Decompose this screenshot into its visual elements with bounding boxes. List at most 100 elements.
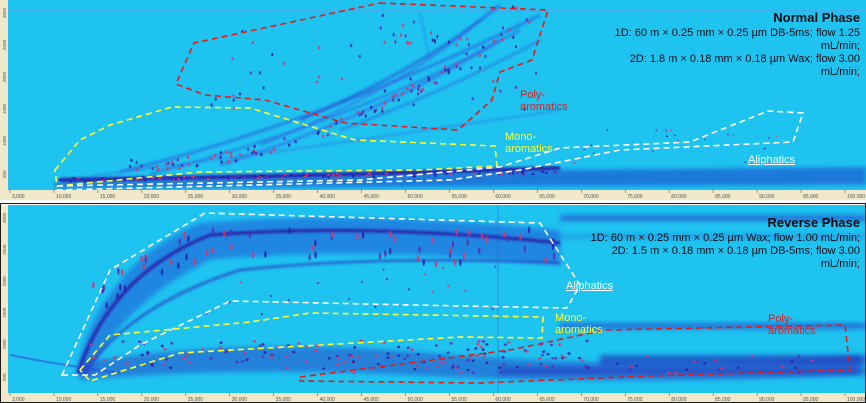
conditions-text: 1D: 60 m × 0.25 mm × 0.25 µm DB-5ms; flo… [560, 27, 860, 79]
peak-spot [313, 349, 318, 353]
peak-spot [485, 343, 489, 346]
peak-spot [447, 68, 450, 72]
peak-spot [358, 54, 361, 58]
peak-spot [322, 175, 326, 178]
peak-spot [451, 364, 455, 367]
peak-spot [515, 365, 519, 369]
x-tick-label: 90,000 [759, 397, 775, 403]
peak-spot [136, 168, 139, 172]
peak-spot [523, 107, 526, 111]
peak-spot [382, 268, 385, 271]
peak-spot [775, 135, 778, 137]
peak-spot [200, 347, 205, 351]
peak-spot [260, 355, 265, 358]
peak-spot [123, 284, 127, 292]
panel-title: Normal Phase [773, 10, 860, 25]
label-line: aromatics [555, 324, 603, 336]
peak-spot [528, 20, 531, 24]
peak-spot [412, 20, 415, 24]
peak-spot [685, 368, 689, 372]
peak-spot [365, 174, 369, 177]
peak-spot [478, 53, 481, 57]
peak-spots [89, 226, 822, 375]
peak-spot [288, 227, 291, 235]
peak-spot [283, 173, 287, 177]
peak-spot [349, 354, 354, 358]
x-tick-label: 20,000 [144, 194, 160, 200]
peak-spot [422, 258, 425, 266]
x-tick-label: 15,000 [100, 397, 116, 403]
y-tick-label: 2000 [2, 276, 7, 287]
peak-spot [183, 231, 186, 239]
peak-spot [475, 354, 479, 357]
peak-spot [546, 352, 550, 356]
peak-spot [352, 371, 356, 374]
monoaromatics-outline [54, 106, 498, 187]
x-axis-strip [0, 190, 866, 200]
peak-spot [410, 348, 414, 351]
peak-spot [258, 71, 262, 75]
y-tick-label: 2000 [2, 71, 7, 82]
y-tick-label: 2500 [2, 244, 7, 255]
peak-spot [240, 360, 244, 363]
peak-spot [790, 360, 794, 363]
peak-spot [317, 46, 321, 50]
y-axis-ticks: 3000 2500 2000 1500 1000 500 [2, 212, 7, 381]
peak-spot [508, 28, 511, 32]
peak-spot [392, 98, 395, 102]
peak-spot [351, 175, 355, 178]
peak-spot [502, 363, 506, 366]
peak-spot [415, 364, 419, 368]
peak-spot [397, 354, 401, 357]
peak-spot [793, 366, 797, 370]
peak-spot [590, 144, 593, 147]
peak-spot [386, 356, 390, 359]
peak-spot [455, 366, 459, 369]
peak-spot [151, 166, 154, 171]
peak-spot [466, 238, 469, 246]
peak-spot [462, 252, 466, 260]
peak-spot [500, 32, 503, 37]
panel-title: Reverse Phase [767, 215, 860, 230]
peak-spot [253, 144, 256, 148]
y-tick-label: 1000 [2, 339, 7, 350]
peak-spot [231, 57, 234, 61]
peak-spot [455, 62, 458, 66]
peak-spot [384, 250, 387, 258]
peak-spot [767, 161, 770, 163]
peak-spot [439, 360, 443, 364]
peak-spot [187, 235, 190, 243]
peak-spot [427, 78, 431, 82]
peak-spot [361, 280, 364, 284]
condition-line: mL/min; [820, 40, 860, 52]
peak-spot [169, 258, 173, 266]
x-tick-label: 55,000 [451, 397, 467, 403]
peak-spot [181, 356, 185, 360]
peak-spot [384, 172, 388, 175]
peak-spot [380, 109, 384, 113]
peak-spot [645, 354, 649, 358]
peak-spot [552, 252, 556, 260]
peak-spot [160, 344, 164, 348]
peak-spot [470, 66, 473, 70]
peak-spot [750, 354, 754, 357]
peak-spot [303, 175, 307, 178]
peak-spot [226, 176, 230, 179]
peak-spot [560, 354, 564, 357]
peak-spot [412, 175, 416, 178]
peak-spot [332, 174, 336, 177]
peak-spot [224, 351, 228, 354]
peak-spot [467, 42, 470, 47]
peak-spot [447, 40, 450, 44]
peak-spot [163, 347, 167, 351]
peak-spot [376, 362, 380, 366]
peak-spot [253, 177, 257, 180]
peak-spot [359, 339, 363, 342]
peak-spot [430, 31, 433, 35]
peak-spot [150, 363, 154, 366]
peak-spot [368, 172, 372, 175]
peak-spot [703, 138, 706, 141]
peak-spot [494, 265, 497, 269]
peak-spot [523, 349, 527, 352]
